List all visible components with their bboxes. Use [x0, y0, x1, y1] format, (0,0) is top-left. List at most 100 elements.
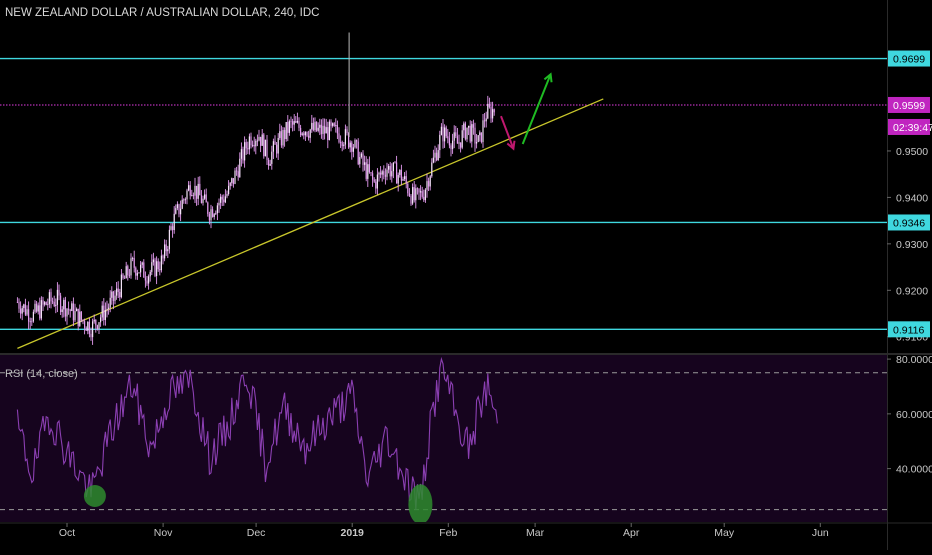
candle-body — [85, 327, 87, 331]
time-axis-label: Nov — [154, 527, 173, 539]
candle-body — [306, 132, 308, 136]
candle-body — [394, 162, 396, 164]
candle-body — [170, 226, 172, 230]
candle-body — [492, 109, 494, 119]
arrow-head — [543, 72, 553, 83]
candle-body — [69, 309, 71, 311]
candle-body — [324, 125, 326, 134]
candle-body — [18, 302, 20, 309]
rsi-plot — [0, 356, 887, 522]
rsi-axis-label: 80.0000 — [896, 354, 932, 366]
candle-body — [410, 195, 412, 204]
candle-body — [133, 258, 135, 268]
candle-body — [42, 300, 44, 305]
level-badge-bg — [888, 321, 930, 338]
candle-body — [349, 142, 351, 148]
candle-body — [383, 171, 385, 175]
candle-body — [253, 144, 255, 147]
candle-body — [320, 124, 322, 134]
candle-body — [263, 134, 265, 157]
candle-body — [487, 103, 489, 119]
candle-body — [456, 136, 458, 144]
candle-body — [196, 185, 198, 199]
candle-body — [298, 120, 300, 128]
candle-body — [124, 278, 126, 279]
candle-body — [84, 321, 86, 328]
candle-body — [319, 124, 321, 128]
candle-body — [215, 213, 217, 215]
candle-body — [271, 151, 273, 164]
candle-body — [340, 142, 342, 144]
candle-body — [296, 120, 298, 123]
candle-body — [408, 193, 410, 196]
candle-body — [405, 176, 407, 184]
candle-body — [332, 123, 334, 126]
candle-body — [232, 178, 234, 184]
price-axis-label: 0.9400 — [896, 192, 928, 204]
candle-body — [40, 300, 42, 319]
candle-body — [472, 124, 474, 128]
candle-body — [423, 196, 425, 201]
candle-body — [447, 136, 449, 139]
candle-body — [106, 308, 108, 311]
candle-body — [455, 132, 457, 137]
candle-body — [88, 321, 90, 334]
candle-body — [464, 123, 466, 140]
candle-body — [136, 273, 138, 276]
candle-body — [210, 209, 212, 221]
candle-body — [204, 194, 206, 199]
rsi-line — [16, 356, 498, 511]
candle-body — [308, 135, 310, 138]
candle-body — [343, 144, 345, 147]
candle-body — [352, 147, 354, 152]
candle-body — [90, 333, 92, 338]
candle-body — [480, 132, 482, 143]
candle-body — [381, 171, 383, 175]
candle-body — [165, 244, 167, 252]
candle-body — [119, 291, 121, 298]
candle-body — [216, 205, 218, 214]
candle-body — [359, 157, 361, 165]
candle-body — [122, 274, 124, 279]
candle-body — [266, 139, 268, 160]
candle-body — [148, 276, 150, 284]
candle-body — [141, 262, 143, 265]
candle-body — [151, 262, 153, 272]
candle-body — [178, 204, 180, 215]
candle-body — [114, 295, 116, 301]
candle-body — [92, 321, 94, 338]
candle-body — [404, 176, 406, 180]
candle-body — [268, 159, 270, 166]
candle-body — [130, 258, 132, 276]
candle-body — [285, 121, 287, 140]
candle-body — [127, 266, 129, 276]
candle-body — [95, 319, 97, 326]
candle-body — [248, 136, 250, 150]
candle-body — [311, 122, 313, 130]
candle-body — [444, 127, 446, 142]
candle-body — [116, 288, 118, 296]
candle-body — [368, 164, 370, 173]
candle-body — [434, 152, 436, 158]
price-axis-label: 0.9500 — [896, 146, 928, 158]
candle-body — [330, 121, 332, 126]
candle-body — [469, 125, 471, 142]
candle-body — [309, 129, 311, 138]
candle-body — [167, 249, 169, 252]
arrow-shaft — [521, 73, 552, 145]
candle-body — [213, 214, 215, 217]
candle-body — [256, 140, 258, 142]
candle-body — [325, 127, 327, 134]
candle-body — [74, 311, 76, 321]
time-axis-label: Dec — [247, 527, 266, 539]
candle-body — [453, 132, 455, 141]
time-axis-label: Mar — [526, 527, 545, 539]
candle-body — [250, 136, 252, 146]
candle-body — [221, 196, 223, 200]
candle-body — [322, 125, 324, 134]
candle-body — [72, 303, 74, 321]
candle-body — [389, 166, 391, 177]
candle-body — [82, 319, 84, 322]
candle-body — [448, 138, 450, 146]
